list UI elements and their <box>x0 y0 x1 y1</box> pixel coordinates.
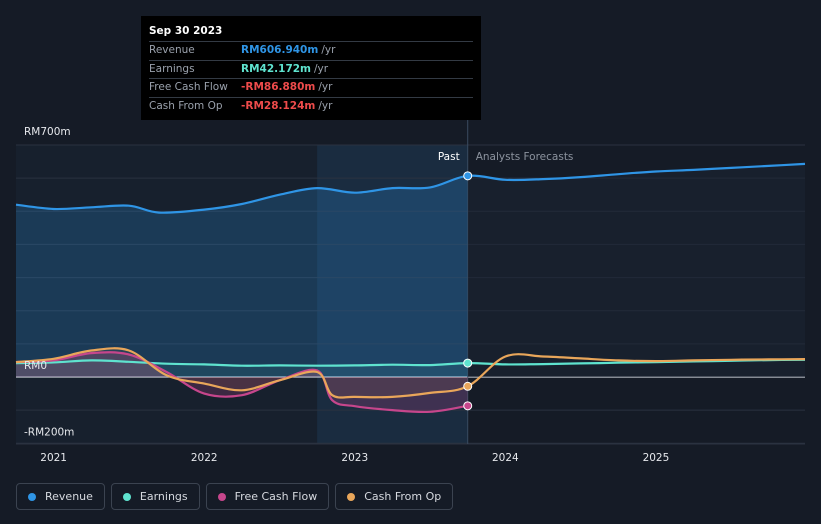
tooltip-label: Revenue <box>149 44 195 56</box>
tooltip-row-free-cash-flow: Free Cash Flow -RM86.880m /yr <box>149 78 473 97</box>
tooltip-value: -RM86.880m <box>241 81 316 93</box>
legend-dot-icon <box>28 492 36 501</box>
tooltip-value: RM606.940m <box>241 44 319 56</box>
tooltip-row-revenue: Revenue RM606.940m /yr <box>149 41 473 60</box>
chart-legend: Revenue Earnings Free Cash Flow Cash Fro… <box>16 483 454 510</box>
legend-item-cash-from-op[interactable]: Cash From Op <box>335 483 454 510</box>
y-tick-label: RM0 <box>24 360 47 372</box>
earnings-marker <box>463 358 473 368</box>
tooltip-label: Cash From Op <box>149 99 223 112</box>
legend-label: Free Cash Flow <box>234 490 318 503</box>
legend-label: Revenue <box>45 490 93 503</box>
x-tick-label: 2024 <box>492 452 519 464</box>
legend-dot-icon <box>217 492 226 501</box>
legend-item-free-cash-flow[interactable]: Free Cash Flow <box>205 483 330 510</box>
tooltip-value: -RM28.124m <box>241 99 316 112</box>
legend-item-revenue[interactable]: Revenue <box>16 483 105 510</box>
legend-item-earnings[interactable]: Earnings <box>110 483 200 510</box>
legend-label: Earnings <box>139 490 188 503</box>
past-label: Past <box>438 151 460 163</box>
hover-tooltip: Sep 30 2023 Revenue RM606.940m /yr Earni… <box>141 16 481 120</box>
cash-from-op-line <box>15 347 806 399</box>
tooltip-date: Sep 30 2023 <box>149 25 223 37</box>
x-tick-label: 2023 <box>341 452 368 464</box>
highlight-band <box>317 145 468 444</box>
legend-dot-icon <box>122 492 131 501</box>
tooltip-unit: /yr <box>314 62 329 75</box>
legend-dot-icon <box>347 492 356 501</box>
tooltip-row-cash-from-op: Cash From Op -RM28.124m /yr <box>149 96 473 116</box>
revenue-line <box>15 162 806 214</box>
tooltip-unit: /yr <box>318 81 333 93</box>
revenue-forecast-area <box>467 163 805 377</box>
tooltip-row-earnings: Earnings RM42.172m /yr <box>149 59 473 79</box>
tooltip-unit: /yr <box>321 44 336 56</box>
earnings-area <box>16 360 468 377</box>
x-tick-label: 2025 <box>643 452 670 464</box>
tooltip-label: Earnings <box>149 62 195 75</box>
forecast-label: Analysts Forecasts <box>476 151 574 163</box>
tooltip-unit: /yr <box>318 99 333 112</box>
y-tick-label: RM700m <box>24 126 71 138</box>
tooltip-value: RM42.172m <box>241 62 311 75</box>
tooltip-label: Free Cash Flow <box>149 81 228 93</box>
legend-label: Cash From Op <box>364 490 442 503</box>
y-tick-label: -RM200m <box>24 426 74 438</box>
cash-from-op-marker <box>463 381 473 391</box>
x-tick-label: 2022 <box>191 452 218 464</box>
cash-from-op-area <box>16 348 468 398</box>
free-cash-flow-line <box>15 351 468 414</box>
free-cash-flow-marker <box>463 401 473 411</box>
revenue-marker <box>463 171 473 181</box>
revenue-area <box>16 175 468 377</box>
x-tick-label: 2021 <box>40 452 67 464</box>
